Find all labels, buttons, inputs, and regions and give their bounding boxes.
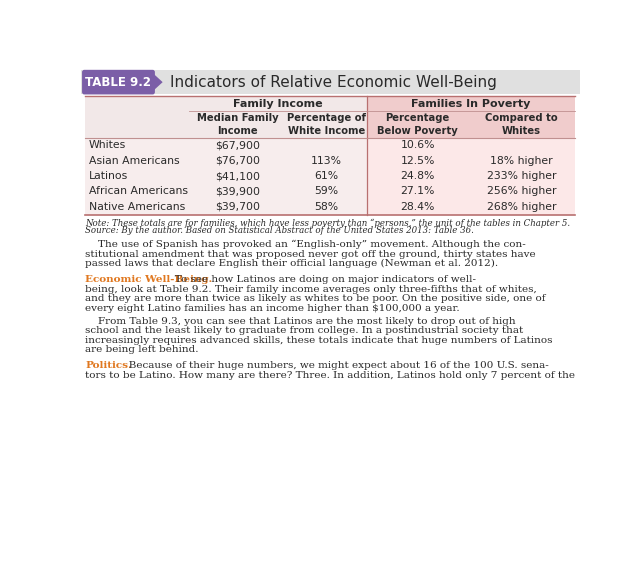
FancyBboxPatch shape [367, 96, 575, 112]
Text: 233% higher: 233% higher [487, 171, 556, 181]
FancyBboxPatch shape [85, 112, 367, 138]
Text: being, look at Table 9.2. Their family income averages only three-fifths that of: being, look at Table 9.2. Their family i… [85, 284, 537, 294]
FancyBboxPatch shape [80, 70, 580, 94]
FancyBboxPatch shape [85, 153, 367, 168]
Text: TABLE 9.2: TABLE 9.2 [86, 76, 151, 89]
Text: Percentage of
White Income: Percentage of White Income [287, 113, 366, 135]
Text: Median Family
Income: Median Family Income [196, 113, 278, 135]
FancyBboxPatch shape [367, 138, 575, 153]
Text: passed laws that declare English their official language (Newman et al. 2012).: passed laws that declare English their o… [85, 259, 498, 269]
FancyBboxPatch shape [367, 112, 575, 138]
Text: Indicators of Relative Economic Well-Being: Indicators of Relative Economic Well-Bei… [169, 75, 497, 90]
Text: every eight Latino families has an income higher than $100,000 a year.: every eight Latino families has an incom… [85, 304, 460, 313]
FancyBboxPatch shape [367, 168, 575, 184]
Text: $67,900: $67,900 [215, 141, 260, 150]
Text: 10.6%: 10.6% [401, 141, 435, 150]
Text: $39,700: $39,700 [215, 202, 260, 212]
Text: From Table 9.3, you can see that Latinos are the most likely to drop out of high: From Table 9.3, you can see that Latinos… [85, 316, 516, 325]
Text: The use of Spanish has provoked an “English-only” movement. Although the con-: The use of Spanish has provoked an “Engl… [85, 240, 526, 249]
FancyBboxPatch shape [85, 184, 367, 199]
Text: 61%: 61% [314, 171, 339, 181]
Text: are being left behind.: are being left behind. [85, 345, 198, 354]
Text: $41,100: $41,100 [215, 171, 260, 181]
Text: Native Americans: Native Americans [89, 202, 185, 212]
Text: school and the least likely to graduate from college. In a postindustrial societ: school and the least likely to graduate … [85, 326, 524, 335]
FancyBboxPatch shape [85, 96, 367, 112]
FancyBboxPatch shape [85, 168, 367, 184]
Text: 59%: 59% [314, 187, 339, 196]
Text: 58%: 58% [314, 202, 339, 212]
Text: Politics.: Politics. [85, 361, 132, 370]
Text: 12.5%: 12.5% [401, 156, 435, 166]
Text: Families In Poverty: Families In Poverty [412, 98, 531, 109]
FancyBboxPatch shape [367, 199, 575, 215]
Polygon shape [153, 73, 163, 92]
Text: Percentage
Below Poverty: Percentage Below Poverty [377, 113, 458, 135]
Text: Whites: Whites [89, 141, 126, 150]
Text: tors to be Latino. How many are there? Three. In addition, Latinos hold only 7 p: tors to be Latino. How many are there? T… [85, 371, 575, 380]
FancyBboxPatch shape [367, 184, 575, 199]
Text: $76,700: $76,700 [215, 156, 260, 166]
Text: 18% higher: 18% higher [490, 156, 553, 166]
Text: increasingly requires advanced skills, these totals indicate that huge numbers o: increasingly requires advanced skills, t… [85, 336, 553, 345]
Text: 28.4%: 28.4% [401, 202, 435, 212]
FancyBboxPatch shape [85, 138, 367, 153]
Text: 256% higher: 256% higher [487, 187, 556, 196]
Text: stitutional amendment that was proposed never got off the ground, thirty states : stitutional amendment that was proposed … [85, 250, 536, 259]
FancyBboxPatch shape [85, 199, 367, 215]
Text: Family Income: Family Income [233, 98, 323, 109]
Text: Source: By the author. Based on Statistical Abstract of the United States 2013: : Source: By the author. Based on Statisti… [85, 226, 474, 235]
FancyBboxPatch shape [367, 153, 575, 168]
Text: 27.1%: 27.1% [401, 187, 435, 196]
Text: 268% higher: 268% higher [487, 202, 556, 212]
Text: Latinos: Latinos [89, 171, 128, 181]
Text: $39,900: $39,900 [215, 187, 260, 196]
Text: 113%: 113% [311, 156, 342, 166]
Text: Compared to
Whites: Compared to Whites [485, 113, 558, 135]
Text: Asian Americans: Asian Americans [89, 156, 180, 166]
Text: and they are more than twice as likely as whites to be poor. On the positive sid: and they are more than twice as likely a… [85, 294, 545, 303]
Text: 24.8%: 24.8% [401, 171, 435, 181]
Text: To see how Latinos are doing on major indicators of well-: To see how Latinos are doing on major in… [165, 275, 476, 284]
Text: Note: These totals are for families, which have less poverty than “persons,” the: Note: These totals are for families, whi… [85, 218, 571, 228]
Text: Economic Well-Being.: Economic Well-Being. [85, 275, 213, 284]
Text: African Americans: African Americans [89, 187, 188, 196]
FancyBboxPatch shape [82, 70, 155, 94]
Text: Because of their huge numbers, we might expect about 16 of the 100 U.S. sena-: Because of their huge numbers, we might … [119, 361, 549, 370]
